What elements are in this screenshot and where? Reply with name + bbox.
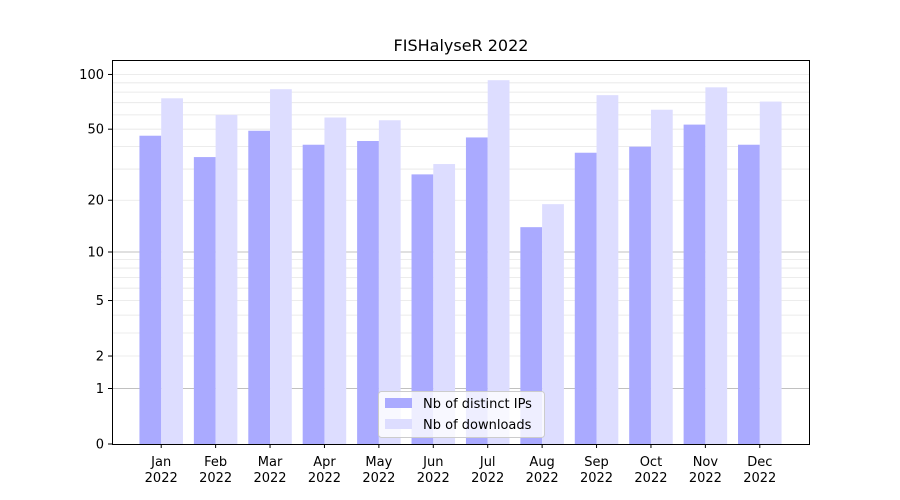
x-tick-label-line: 2022 <box>526 471 559 486</box>
bar-downloads-jun <box>433 164 456 444</box>
x-tick-label-line: Feb <box>204 455 227 470</box>
y-axis: 0 1 2 5 10 20 50 100 <box>79 68 112 453</box>
bar-downloads-sep <box>596 95 619 444</box>
bars <box>139 80 782 445</box>
y-tick-label: 10 <box>87 246 104 261</box>
bar-distinct-ips-nov <box>683 124 706 445</box>
x-tick-label-line: 2022 <box>253 471 286 486</box>
bar-downloads-oct <box>650 109 673 445</box>
bar-distinct-ips-aug <box>520 227 543 444</box>
bar-distinct-ips-may <box>357 140 379 445</box>
x-tick-label-line: Jul <box>479 455 496 470</box>
x-tick-label-line: 2022 <box>689 471 722 486</box>
x-tick-label-line: Nov <box>693 455 719 470</box>
x-tick-label: Jan 2022 <box>145 455 178 486</box>
x-tick-label-line: Aug <box>529 455 554 470</box>
x-tick-label-line: Jun <box>422 455 443 470</box>
bar-downloads-dec <box>759 101 782 444</box>
x-tick-label-line: 2022 <box>199 471 232 486</box>
x-tick-label-line: 2022 <box>471 471 504 486</box>
x-tick-label-line: 2022 <box>362 471 395 486</box>
x-tick-label-line: 2022 <box>634 471 667 486</box>
bar-downloads-may <box>378 120 401 444</box>
y-tick-label: 1 <box>96 382 104 397</box>
x-tick-label-line: Jan <box>150 455 171 470</box>
bar-distinct-ips-jul <box>465 137 488 444</box>
legend-swatch-downloads <box>385 419 412 429</box>
bar-distinct-ips-apr <box>302 144 325 444</box>
legend-label-ips: Nb of distinct IPs <box>423 397 532 412</box>
x-tick-label: Jun 2022 <box>417 455 450 486</box>
chart-title: FISHalyseR 2022 <box>394 36 529 55</box>
x-tick-label: Sep 2022 <box>580 455 613 486</box>
bar-distinct-ips-feb <box>193 157 216 445</box>
bar-distinct-ips-dec <box>738 144 760 444</box>
x-tick-label: Jul 2022 <box>471 455 504 486</box>
x-tick-label: May 2022 <box>362 455 395 486</box>
x-tick-label: Dec 2022 <box>743 455 776 486</box>
y-tick-label: 0 <box>96 438 104 453</box>
x-tick-label-line: Oct <box>640 455 662 470</box>
bar-distinct-ips-jan <box>139 135 162 444</box>
bar-downloads-feb <box>215 114 238 444</box>
legend-frame <box>378 391 545 438</box>
x-tick-label: Mar 2022 <box>253 455 286 486</box>
x-tick-label-line: 2022 <box>308 471 341 486</box>
x-tick-label-line: 2022 <box>417 471 450 486</box>
legend-label-downloads: Nb of downloads <box>423 418 532 433</box>
x-tick-label: Nov 2022 <box>689 455 722 486</box>
y-tick-label: 50 <box>87 123 104 138</box>
x-tick-label: Aug 2022 <box>526 455 559 486</box>
y-tick-label: 2 <box>96 350 104 365</box>
y-tick-label: 100 <box>79 68 104 83</box>
x-tick-label-line: 2022 <box>580 471 613 486</box>
y-tick-label: 5 <box>96 294 104 309</box>
x-tick-label-line: 2022 <box>743 471 776 486</box>
x-tick-label: Apr 2022 <box>308 455 341 486</box>
x-tick-label: Oct 2022 <box>634 455 667 486</box>
x-tick-label-line: Mar <box>258 455 283 470</box>
legend-swatch-ips <box>385 398 412 408</box>
plot-area-frame <box>112 60 810 445</box>
x-tick-label-line: Apr <box>313 455 336 470</box>
x-tick-label-line: 2022 <box>145 471 178 486</box>
bar-distinct-ips-mar <box>248 130 271 444</box>
bar-downloads-mar <box>270 89 292 445</box>
x-tick-label-line: May <box>365 455 392 470</box>
bar-downloads-apr <box>324 117 347 444</box>
bar-downloads-nov <box>705 87 728 444</box>
bar-distinct-ips-sep <box>574 152 597 445</box>
bar-distinct-ips-oct <box>629 146 651 444</box>
legend: Nb of distinct IPs Nb of downloads <box>378 391 545 438</box>
x-tick-label: Feb 2022 <box>199 455 232 486</box>
x-tick-label-line: Sep <box>584 455 609 470</box>
bar-downloads-jan <box>161 98 183 444</box>
x-tick-label-line: Dec <box>747 455 772 470</box>
bar-downloads-aug <box>542 204 564 444</box>
y-tick-label: 20 <box>87 194 104 209</box>
bar-downloads-jul <box>487 80 510 444</box>
bar-distinct-ips-jun <box>411 174 434 444</box>
